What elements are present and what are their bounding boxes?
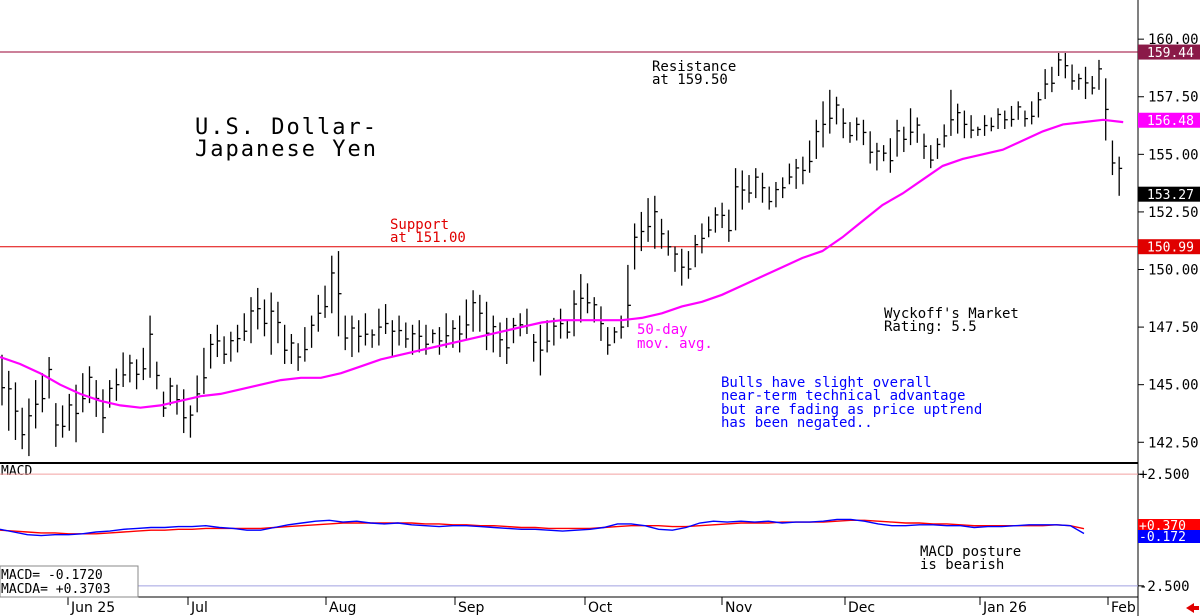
macd-line bbox=[0, 518, 1085, 537]
support-price-tag: 150.99 bbox=[1138, 239, 1200, 256]
scroll-left-arrow-icon[interactable] bbox=[1186, 603, 1194, 613]
macd-posture-line2: is bearish bbox=[920, 557, 1004, 573]
ma-label-line2: mov. avg. bbox=[637, 336, 713, 352]
price-tick-label: 157.50 bbox=[1148, 90, 1199, 106]
resistance-price-tag: 159.44 bbox=[1138, 44, 1200, 61]
price-bars bbox=[1, 52, 1123, 457]
comment-line2: near-term technical advantage bbox=[721, 388, 965, 404]
time-tick-label: Aug bbox=[329, 600, 356, 616]
svg-text:-0.172: -0.172 bbox=[1139, 530, 1186, 545]
time-tick-label: Oct bbox=[588, 600, 613, 616]
macd-tick-label: -2.500 bbox=[1139, 579, 1190, 595]
ma-label-line1: 50-day bbox=[637, 322, 688, 338]
macd-value-tag: -0.172 bbox=[1138, 530, 1200, 545]
macd-readout: MACD= -0.1720 bbox=[1, 568, 103, 583]
price-tick-label: 147.50 bbox=[1148, 320, 1199, 336]
last-price-tag: 153.27 bbox=[1138, 186, 1200, 203]
moving-average-line bbox=[0, 118, 1124, 409]
comment-line4: has been negated.. bbox=[721, 415, 873, 431]
time-tick-label: Dec bbox=[848, 600, 875, 616]
macd-panel-title: MACD bbox=[1, 464, 32, 479]
macd-tick-label: +2.500 bbox=[1139, 467, 1190, 483]
chart-title-line1: U.S. Dollar- bbox=[195, 115, 378, 140]
price-tick-label: 160.00 bbox=[1148, 32, 1199, 48]
rating-label-line2: Rating: 5.5 bbox=[884, 319, 977, 335]
svg-text:159.44: 159.44 bbox=[1147, 46, 1194, 61]
time-tick-label: Nov bbox=[725, 600, 752, 616]
time-axis: Jun 25 Jul Aug Sep Oct Nov Dec Jan 26 Feb bbox=[67, 597, 1136, 616]
price-tick-label: 150.00 bbox=[1148, 263, 1199, 279]
resistance-label-line2: at 159.50 bbox=[652, 72, 728, 88]
svg-text:156.48: 156.48 bbox=[1147, 114, 1194, 129]
macda-readout: MACDA= +0.3703 bbox=[1, 582, 111, 597]
support-label-line2: at 151.00 bbox=[390, 230, 466, 246]
moving-average-price-tag: 156.48 bbox=[1138, 112, 1200, 129]
time-tick-label: Feb bbox=[1111, 600, 1136, 616]
svg-text:150.99: 150.99 bbox=[1147, 241, 1194, 256]
macd-axis-ticks: +2.500 -2.500 bbox=[1138, 467, 1190, 595]
comment-line1: Bulls have slight overall bbox=[721, 375, 932, 391]
scroll-left-arrow-stem[interactable] bbox=[1193, 606, 1199, 610]
price-tick-label: 152.50 bbox=[1148, 205, 1199, 221]
comment-line3: but are fading as price uptrend bbox=[721, 402, 982, 418]
support-label-line1: Support bbox=[390, 217, 449, 233]
macda-line bbox=[0, 519, 1085, 535]
time-tick-label: Jun 25 bbox=[70, 600, 115, 616]
time-tick-label: Jan 26 bbox=[982, 600, 1027, 616]
price-tick-label: 145.00 bbox=[1148, 378, 1199, 394]
rating-label-line1: Wyckoff's Market bbox=[884, 306, 1019, 322]
price-tick-label: 142.50 bbox=[1148, 435, 1199, 451]
macd-posture-line1: MACD posture bbox=[920, 544, 1021, 560]
time-tick-label: Jul bbox=[190, 600, 208, 616]
resistance-label-line1: Resistance bbox=[652, 59, 736, 75]
chart-title-line2: Japanese Yen bbox=[195, 137, 378, 162]
macd-readout-box: MACD= -0.1720 MACDA= +0.3703 bbox=[0, 565, 139, 598]
price-tick-label: 155.00 bbox=[1148, 147, 1199, 163]
time-tick-label: Sep bbox=[458, 600, 485, 616]
price-axis-ticks: 160.00 157.50 155.00 152.50 150.00 147.50 145.… bbox=[1138, 32, 1199, 451]
svg-text:153.27: 153.27 bbox=[1147, 188, 1194, 203]
